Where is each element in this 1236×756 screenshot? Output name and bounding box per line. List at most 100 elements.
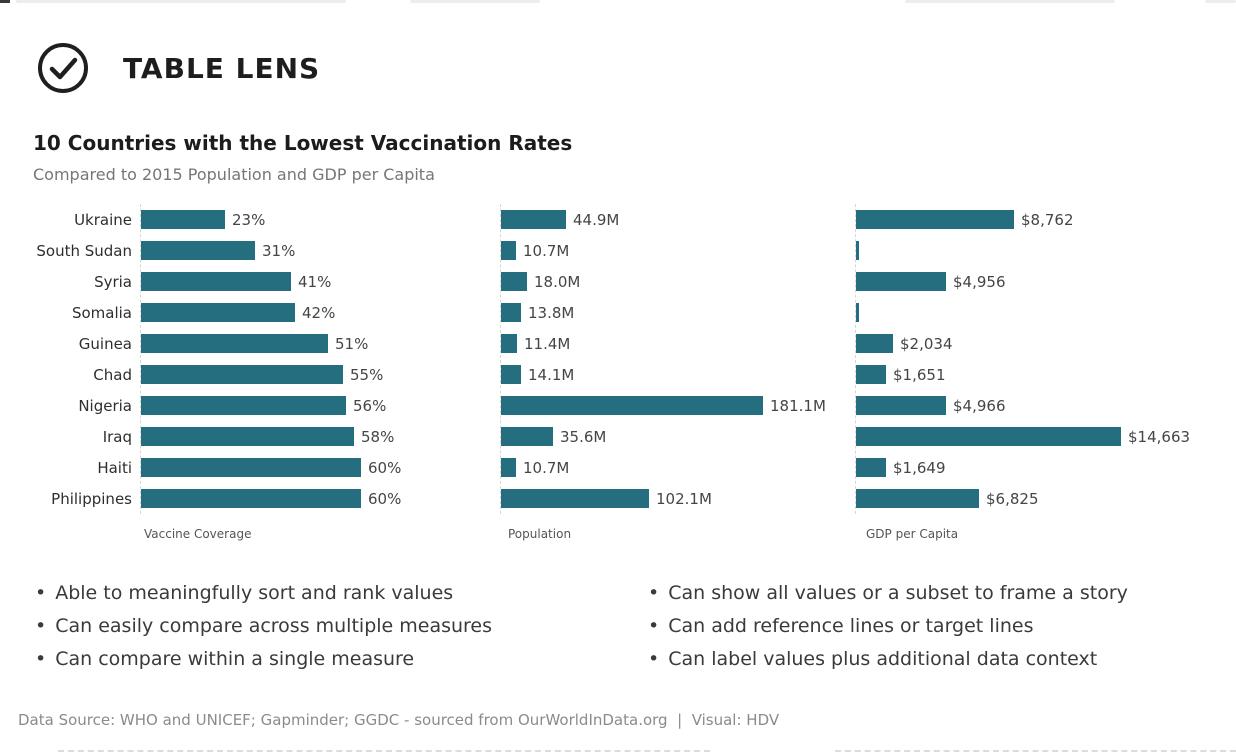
bullet-text: Can add reference lines or target lines [668, 614, 1034, 637]
table-row: $4,966 [856, 390, 1228, 421]
bar [141, 365, 343, 384]
bar [501, 210, 566, 229]
bullet-dot: • [648, 647, 660, 670]
bullet-column-right: • Can show all values or a subset to fram… [648, 576, 1128, 675]
table-row: 35.6M [501, 421, 855, 452]
bar [856, 334, 893, 353]
row-label: Haiti [97, 458, 132, 477]
bar [501, 303, 521, 322]
table-row [856, 297, 1228, 328]
bullet-dot: • [648, 581, 660, 604]
bar [501, 396, 763, 415]
list-item: • Can compare within a single measure [35, 642, 492, 675]
table-row: 11.4M [501, 328, 855, 359]
table-row: 102.1M [501, 483, 855, 514]
value-label: $14,663 [1128, 427, 1191, 446]
bar [856, 303, 859, 322]
bullet-dot: • [648, 614, 660, 637]
value-label: 42% [302, 303, 336, 322]
value-label: 58% [361, 427, 395, 446]
value-label: $6,825 [986, 489, 1039, 508]
table-row: 55% [141, 359, 500, 390]
table-row: 31% [141, 235, 500, 266]
value-label: 14.1M [528, 365, 575, 384]
bar [501, 241, 516, 260]
panel-gdp-per-capita: $8,762 $4,956 $2,034 $1,651 $4,966 $14,663 $1,… [855, 204, 1228, 514]
bullet-text: Able to meaningfully sort and rank value… [55, 581, 454, 604]
chart-title: 10 Countries with the Lowest Vaccination… [33, 131, 573, 155]
row-label: Philippines [51, 489, 132, 508]
row-label: South Sudan [36, 241, 132, 260]
bullet-column-left: • Able to meaningfully sort and rank valu… [35, 576, 492, 675]
page-title: TABLE LENS [123, 51, 321, 85]
cropped-bottom-edge [0, 750, 1236, 753]
value-label: $1,651 [893, 365, 946, 384]
row-label: Nigeria [78, 396, 132, 415]
row-label: Syria [94, 272, 132, 291]
list-item: • Can label values plus additional data c… [648, 642, 1128, 675]
table-row: $8,762 [856, 204, 1228, 235]
chart-subtitle: Compared to 2015 Population and GDP per … [33, 165, 435, 184]
bar [856, 272, 946, 291]
table-row: 60% [141, 483, 500, 514]
bar [856, 210, 1014, 229]
panel-vaccine-coverage: 23% 31% 41% 42% 51% 55% 56% 58% 60% 60% [140, 204, 500, 514]
value-label: 18.0M [534, 272, 581, 291]
row-label: Iraq [102, 427, 132, 446]
list-item: • Can add reference lines or target lines [648, 609, 1128, 642]
table-row: 13.8M [501, 297, 855, 328]
bar [141, 489, 361, 508]
bullet-dot: • [35, 647, 47, 670]
bar [141, 396, 346, 415]
bar [141, 458, 361, 477]
row-label: Chad [93, 365, 132, 384]
bar [141, 272, 291, 291]
value-label: 55% [350, 365, 384, 384]
bar [501, 365, 521, 384]
bullet-text: Can label values plus additional data co… [668, 647, 1098, 670]
bar [501, 272, 527, 291]
value-label: 11.4M [524, 334, 571, 353]
bar [856, 489, 979, 508]
axis-caption-gdp-per-capita: GDP per Capita [866, 527, 959, 541]
value-label: 10.7M [523, 458, 570, 477]
value-label: 60% [368, 458, 402, 477]
row-label: Somalia [71, 303, 132, 322]
value-label: 181.1M [770, 396, 826, 415]
bullet-dot: • [35, 581, 47, 604]
bar [856, 241, 859, 260]
table-row: 18.0M [501, 266, 855, 297]
table-row: $6,825 [856, 483, 1228, 514]
bar [856, 365, 886, 384]
value-label: $8,762 [1021, 210, 1074, 229]
table-row: $14,663 [856, 421, 1228, 452]
list-item: • Able to meaningfully sort and rank valu… [35, 576, 492, 609]
panel-population: 44.9M 10.7M 18.0M 13.8M 11.4M 14.1M 181.1M 35.6… [500, 204, 855, 514]
bullet-text: Can show all values or a subset to frame… [668, 581, 1128, 604]
table-row: 51% [141, 328, 500, 359]
value-label: 102.1M [656, 489, 712, 508]
bullet-text: Can compare within a single measure [55, 647, 415, 670]
value-label: $2,034 [900, 334, 953, 353]
table-row: 14.1M [501, 359, 855, 390]
row-label: Guinea [78, 334, 132, 353]
bar [141, 241, 255, 260]
header: TABLE LENS [35, 40, 320, 96]
table-row: 10.7M [501, 452, 855, 483]
bar [141, 210, 225, 229]
table-row: 10.7M [501, 235, 855, 266]
table-row: 58% [141, 421, 500, 452]
bar [501, 489, 649, 508]
table-row: $2,034 [856, 328, 1228, 359]
table-row: $1,651 [856, 359, 1228, 390]
value-label: 35.6M [560, 427, 607, 446]
check-circle-icon [35, 40, 91, 96]
value-label: 41% [298, 272, 332, 291]
table-row: 56% [141, 390, 500, 421]
axis-caption-vaccine-coverage: Vaccine Coverage [144, 527, 252, 541]
bar [141, 334, 328, 353]
list-item: • Can show all values or a subset to fram… [648, 576, 1128, 609]
bar [501, 427, 553, 446]
value-label: $4,966 [953, 396, 1006, 415]
